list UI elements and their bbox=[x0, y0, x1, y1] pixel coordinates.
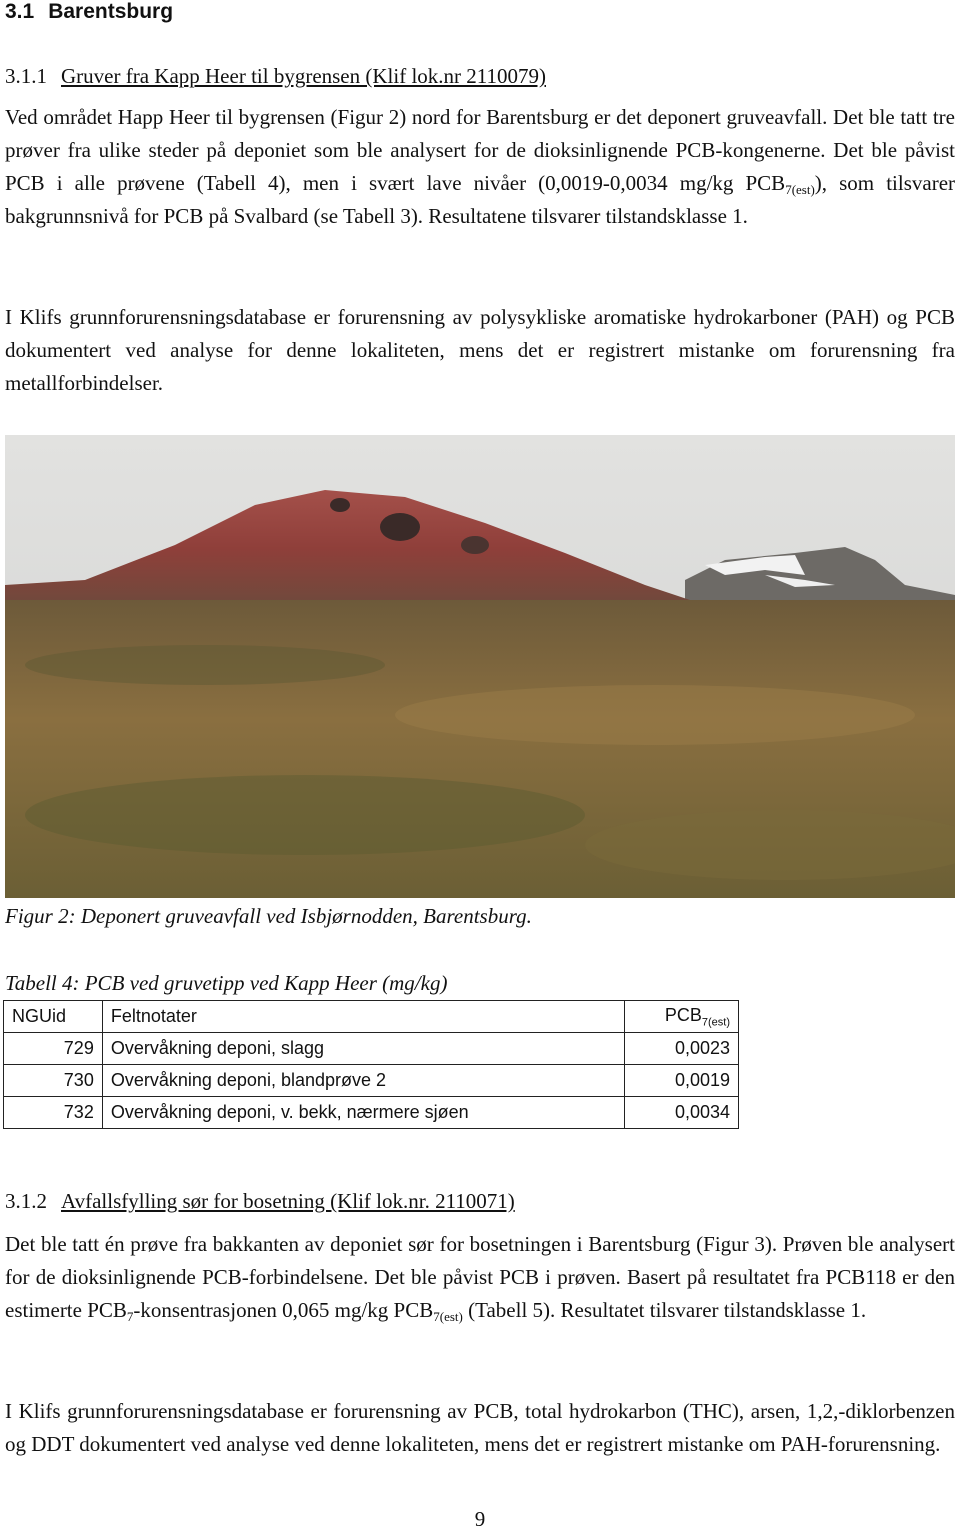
table-cell: 732 bbox=[3, 1096, 103, 1129]
subheading-title: Gruver fra Kapp Heer til bygrensen (Klif… bbox=[61, 64, 546, 88]
header-text: PCB bbox=[664, 1004, 702, 1025]
text-run: Ved området Happ Heer til bygrensen (Fig… bbox=[5, 105, 955, 195]
header-row: NGUid Feltnotater PCB7(est) bbox=[3, 1000, 740, 1033]
table-row: 729 Overvåkning deponi, slagg 0,0023 bbox=[3, 1032, 740, 1065]
page-number: 9 bbox=[474, 1507, 486, 1531]
text-run: Det ble tatt én prøve fra bakkanten av d… bbox=[5, 1232, 955, 1322]
text-run: (Tabell 5). Resultatet tilsvarer tilstan… bbox=[462, 1298, 867, 1322]
subscript: 7 bbox=[126, 1309, 134, 1324]
table-cell: 0,0034 bbox=[623, 1096, 740, 1129]
table-body: NGUid Feltnotater PCB7(est) 729 Overvåkning … bbox=[3, 1000, 740, 1129]
table-cell: 729 bbox=[3, 1032, 103, 1065]
table-cell: 0,0023 bbox=[623, 1032, 740, 1065]
table-cell: 730 bbox=[3, 1064, 103, 1097]
text-run: I Klifs grunnforurensningsdatabase er fo… bbox=[5, 1399, 955, 1456]
paragraph: I Klifs grunnforurensningsdatabase er fo… bbox=[5, 301, 955, 400]
subheading-number: 3.1.1 bbox=[5, 64, 47, 88]
subscript: 7(est) bbox=[701, 1016, 730, 1029]
paragraph: Ved området Happ Heer til bygrensen (Fig… bbox=[5, 101, 955, 233]
table-cell: Overvåkning deponi, slagg bbox=[101, 1032, 625, 1065]
subheading: 3.1.1 Gruver fra Kapp Heer til bygrensen … bbox=[5, 64, 955, 89]
heading: 3.1 Barentsburg bbox=[5, 0, 955, 24]
paragraph: Det ble tatt én prøve fra bakkanten av d… bbox=[5, 1228, 955, 1327]
table: NGUid Feltnotater PCB7(est) 729 Overvåkning … bbox=[3, 1000, 740, 1129]
table-row: 732 Overvåkning deponi, v. bekk, nærmere … bbox=[3, 1096, 740, 1129]
paragraph: I Klifs grunnforurensningsdatabase er fo… bbox=[5, 1395, 955, 1461]
table-cell: Overvåkning deponi, blandprøve 2 bbox=[101, 1064, 625, 1097]
heading-number: 3.1 bbox=[5, 0, 35, 23]
subheading-title: Avfallsfylling sør for bosetning (Klif l… bbox=[61, 1189, 515, 1213]
subscript: 7(est) bbox=[785, 182, 815, 197]
header-text: NGUid bbox=[12, 1006, 67, 1026]
table-row: 730 Overvåkning deponi, blandprøve 2 0,001… bbox=[3, 1064, 740, 1097]
header-cell: NGUid bbox=[3, 1000, 103, 1033]
subheading: 3.1.2 Avfallsfylling sør for bosetning (K… bbox=[5, 1189, 955, 1214]
table-cell: 0,0019 bbox=[623, 1064, 740, 1097]
figure-caption: Figur 2: Deponert gruveavfall ved Isbjør… bbox=[5, 904, 532, 928]
header-text: Feltnotater bbox=[110, 1006, 197, 1026]
subheading-number: 3.1.2 bbox=[5, 1189, 47, 1213]
header-cell: Feltnotater bbox=[101, 1000, 625, 1033]
table-caption: Tabell 4: PCB ved gruvetipp ved Kapp Hee… bbox=[5, 971, 448, 995]
photo bbox=[5, 435, 955, 898]
header-cell: PCB7(est) bbox=[623, 1000, 740, 1033]
text-run: -konsentrasjonen 0,065 mg/kg PCB bbox=[133, 1298, 434, 1322]
text-run: I Klifs grunnforurensningsdatabase er fo… bbox=[5, 305, 955, 395]
subscript: 7(est) bbox=[433, 1309, 463, 1324]
heading-title: Barentsburg bbox=[48, 0, 174, 23]
text-run: ), som tilsvarer bakgrunnsnivå for PCB p… bbox=[5, 171, 956, 228]
table-cell: Overvåkning deponi, v. bekk, nærmere sjø… bbox=[101, 1096, 625, 1129]
